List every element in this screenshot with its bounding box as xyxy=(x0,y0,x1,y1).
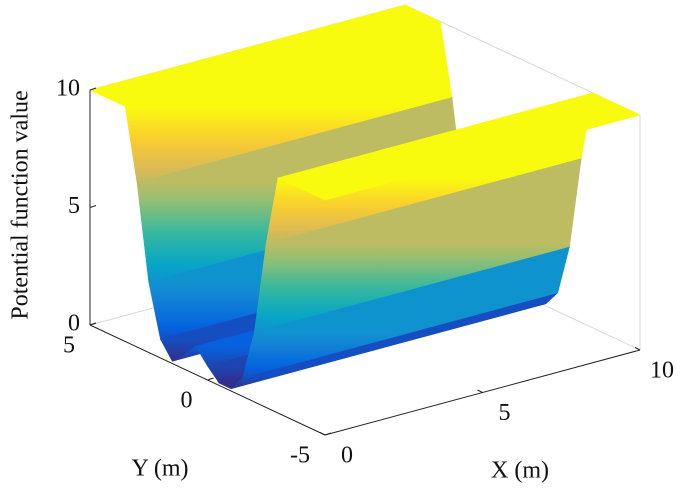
z-tick-label: 5 xyxy=(68,193,80,219)
surface-strip xyxy=(300,103,641,201)
y-tick xyxy=(89,322,97,326)
x-tick-label: 10 xyxy=(650,358,674,384)
y-tick xyxy=(207,377,214,381)
x-tick xyxy=(477,389,483,393)
z-tick-label: 10 xyxy=(56,76,80,102)
x-tick-label: 0 xyxy=(341,443,353,469)
x-tick-label: 5 xyxy=(499,400,511,426)
z-axis-label: Potential function value xyxy=(8,90,34,319)
z-tick-label: 0 xyxy=(68,311,80,337)
z-tick xyxy=(89,205,97,208)
z-tick xyxy=(89,87,97,91)
y-tick-label: 0 xyxy=(181,388,193,414)
x-tick xyxy=(319,432,326,436)
y-tick xyxy=(324,432,332,436)
x-axis-label: X (m) xyxy=(491,458,549,484)
y-tick-label: -5 xyxy=(290,443,310,469)
y-tick-label: 5 xyxy=(63,333,75,359)
y-axis-label: Y (m) xyxy=(131,456,188,482)
x-tick xyxy=(634,347,641,351)
